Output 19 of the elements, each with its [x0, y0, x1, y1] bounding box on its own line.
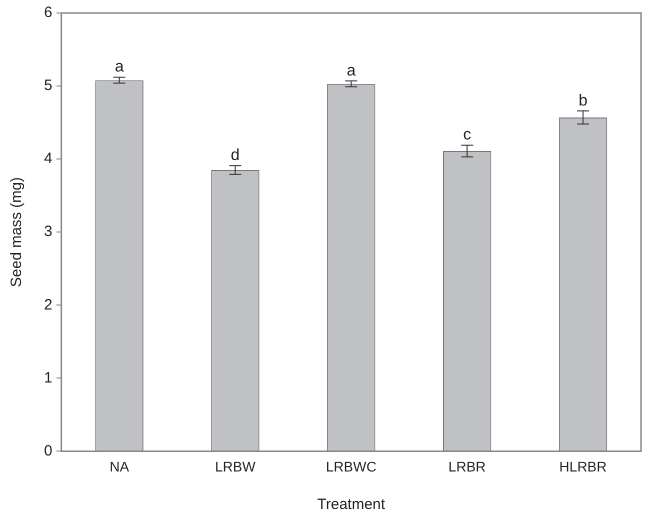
annotation: b — [578, 92, 588, 110]
y-tick-label: 3 — [44, 223, 52, 240]
x-tick-label: HLRBR — [559, 458, 607, 474]
x-tick-label: LRBWC — [326, 458, 376, 474]
x-tick-label: LRBR — [448, 458, 486, 474]
y-tick-label: 2 — [44, 296, 52, 314]
y-axis-title: Seed mass (mg) — [8, 177, 26, 288]
annotation: c — [463, 126, 472, 144]
x-tick-label: NA — [110, 458, 130, 474]
x-tick-label: LRBW — [215, 458, 256, 474]
y-tick-label: 1 — [44, 369, 52, 386]
y-tick-label: 6 — [44, 4, 52, 22]
annotation: d — [230, 147, 240, 164]
annotation: a — [114, 58, 124, 76]
x-axis-title: Treatment — [317, 496, 386, 514]
annotation: a — [346, 62, 356, 80]
y-tick-label: 5 — [44, 77, 52, 94]
y-tick-label: 0 — [44, 442, 52, 460]
y-tick-label: 4 — [44, 150, 52, 168]
